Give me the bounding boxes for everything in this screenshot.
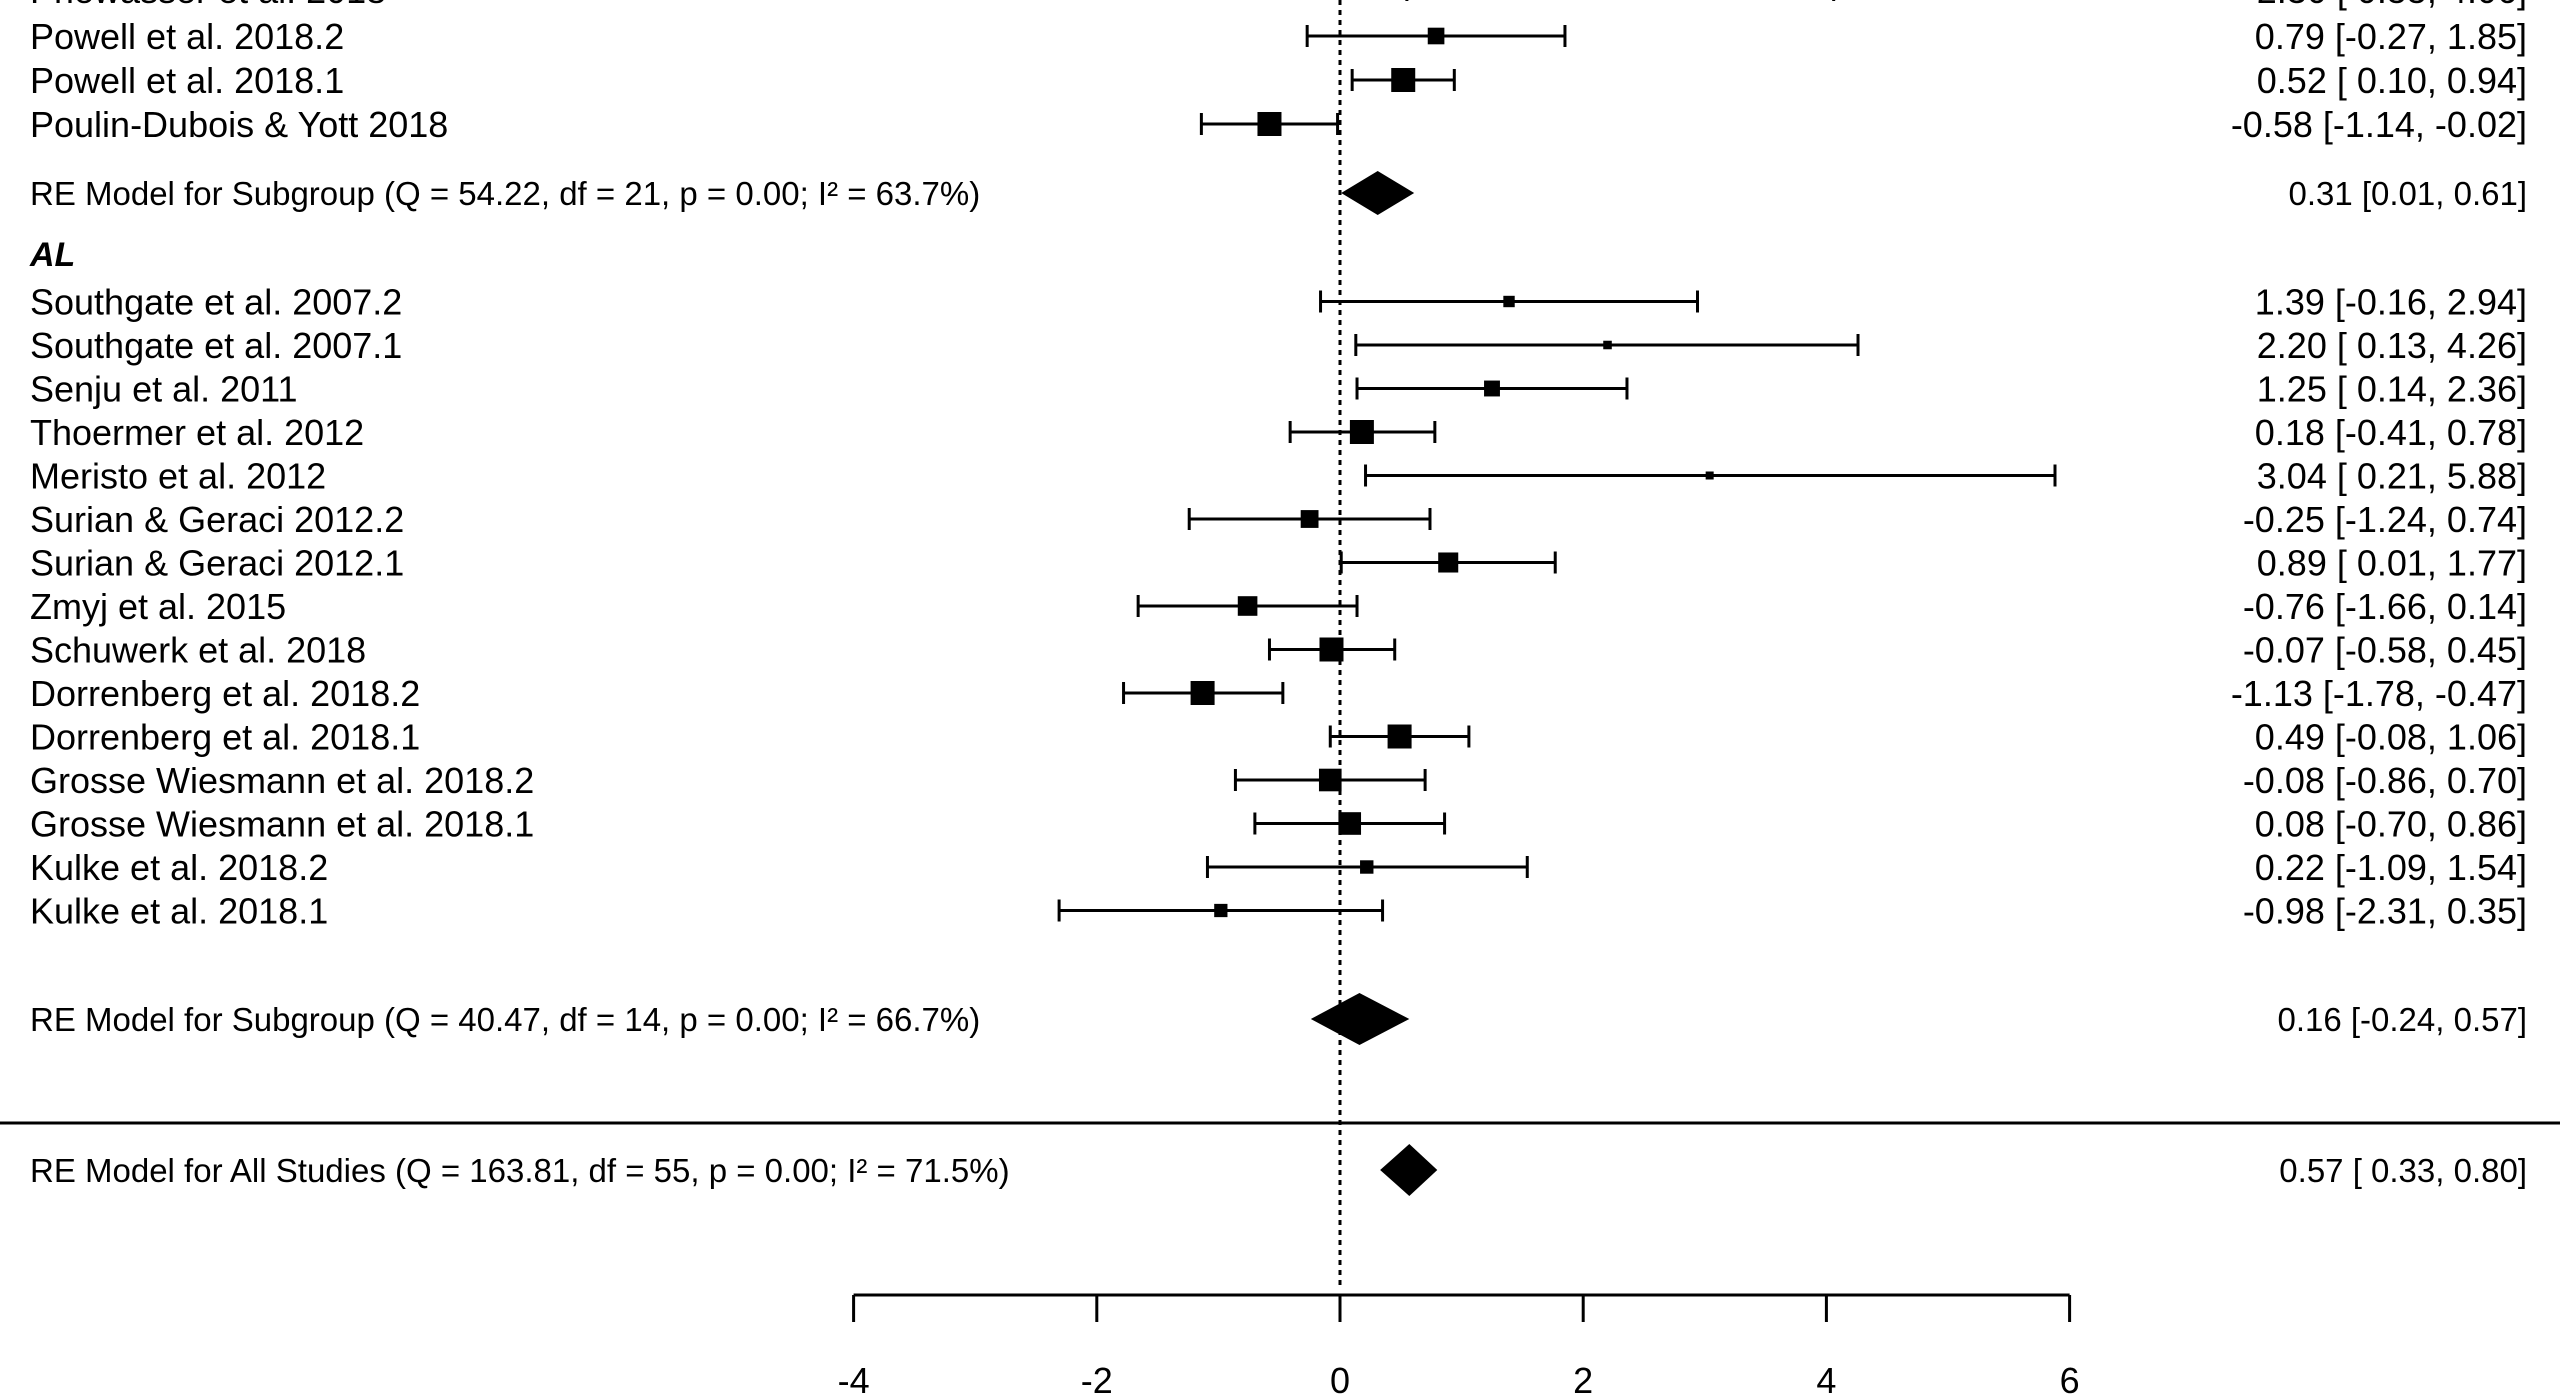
estimate-ci-value: 0.52 [ 0.10, 0.94] — [2257, 60, 2527, 101]
estimate-ci-value: 0.79 [-0.27, 1.85] — [2255, 16, 2527, 57]
x-tick-label: 6 — [2060, 1360, 2080, 1397]
study-label: Poulin-Dubois & Yott 2018 — [30, 104, 448, 145]
summary-label: RE Model for Subgroup (Q = 40.47, df = 1… — [30, 1001, 980, 1038]
summary-value: 0.57 [ 0.33, 0.80] — [2279, 1152, 2527, 1189]
estimate-ci-value: -0.07 [-0.58, 0.45] — [2243, 630, 2527, 671]
x-tick-label: 2 — [1573, 1360, 1593, 1397]
study-label: Kulke et al. 2018.2 — [30, 847, 328, 888]
estimate-ci-value: 0.08 [-0.70, 0.86] — [2255, 804, 2527, 845]
study-label: Dorrenberg et al. 2018.2 — [30, 673, 420, 714]
x-tick-label: -2 — [1081, 1360, 1113, 1397]
study-label: Dorrenberg et al. 2018.1 — [30, 717, 420, 758]
point-estimate — [1237, 596, 1258, 616]
point-estimate — [1427, 27, 1445, 45]
point-estimate — [1705, 471, 1714, 480]
summary-label: RE Model for Subgroup (Q = 54.22, df = 2… — [30, 175, 980, 212]
point-estimate — [1503, 295, 1515, 308]
estimate-ci-value: 1.39 [-0.16, 2.94] — [2255, 282, 2527, 323]
summary-value: 0.16 [-0.24, 0.57] — [2277, 1001, 2527, 1038]
estimate-ci-value: 2.20 [ 0.13, 4.26] — [2257, 325, 2527, 366]
point-estimate — [1338, 812, 1362, 835]
study-label: Powell et al. 2018.1 — [30, 60, 344, 101]
study-label: Surian & Geraci 2012.2 — [30, 499, 404, 540]
estimate-ci-value: -0.76 [-1.66, 0.14] — [2243, 586, 2527, 627]
point-estimate — [1438, 552, 1459, 573]
point-estimate — [1257, 112, 1282, 136]
point-estimate — [1214, 903, 1228, 918]
study-label: Grosse Wiesmann et al. 2018.1 — [30, 804, 534, 845]
summary-label: RE Model for All Studies (Q = 163.81, df… — [30, 1152, 1010, 1189]
summary-value: 0.31 [0.01, 0.61] — [2288, 175, 2527, 212]
study-label: Southgate et al. 2007.2 — [30, 282, 402, 323]
point-estimate — [1319, 637, 1344, 662]
chart-text: Priewasser et al. 2018 2.30 [ 0.55, 4.06]… — [29, 0, 2527, 1189]
x-axis: -4 -2 0 2 4 6 — [838, 1293, 2080, 1397]
x-tick-label: 4 — [1816, 1360, 1836, 1397]
point-estimate — [1391, 68, 1416, 92]
study-label: Zmyj et al. 2015 — [30, 586, 286, 627]
study-label: Priewasser et al. 2018 — [30, 0, 386, 11]
estimate-ci-value: 0.22 [-1.09, 1.54] — [2255, 847, 2527, 888]
study-label: Grosse Wiesmann et al. 2018.2 — [30, 760, 534, 801]
estimate-ci-value: -0.58 [-1.14, -0.02] — [2231, 104, 2527, 145]
estimate-ci-value: -0.98 [-2.31, 0.35] — [2243, 891, 2527, 932]
estimate-ci-value: 0.49 [-0.08, 1.06] — [2255, 717, 2527, 758]
point-estimate — [1300, 510, 1319, 528]
study-label: Thoermer et al. 2012 — [30, 412, 364, 453]
estimate-ci-value: 0.18 [-0.41, 0.78] — [2255, 412, 2527, 453]
point-estimate — [1360, 860, 1374, 874]
study-label: Powell et al. 2018.2 — [30, 16, 344, 57]
point-estimate — [1190, 681, 1215, 705]
estimate-ci-value: 2.30 [ 0.55, 4.06] — [2257, 0, 2527, 11]
study-label: Surian & Geraci 2012.1 — [30, 543, 404, 584]
point-estimate — [1318, 768, 1342, 792]
estimate-ci-value: 0.89 [ 0.01, 1.77] — [2257, 543, 2527, 584]
study-label: Southgate et al. 2007.1 — [30, 325, 402, 366]
estimate-ci-value: -0.08 [-0.86, 0.70] — [2243, 760, 2527, 801]
estimate-ci-value: 3.04 [ 0.21, 5.88] — [2257, 456, 2527, 497]
estimate-ci-value: 1.25 [ 0.14, 2.36] — [2257, 369, 2527, 410]
summary-diamond — [1380, 1144, 1438, 1196]
point-estimate — [1484, 380, 1500, 397]
estimate-ci-value: -1.13 [-1.78, -0.47] — [2231, 673, 2527, 714]
x-tick-label: -4 — [838, 1360, 870, 1397]
study-label: Senju et al. 2011 — [30, 369, 298, 410]
group-heading: AL — [29, 236, 75, 274]
point-estimate — [1387, 724, 1412, 749]
estimate-ci-value: -0.25 [-1.24, 0.74] — [2243, 499, 2527, 540]
summary-diamond — [1341, 171, 1415, 215]
study-label: Meristo et al. 2012 — [30, 456, 326, 497]
x-tick-label: 0 — [1330, 1360, 1350, 1397]
study-label: Schuwerk et al. 2018 — [30, 630, 366, 671]
study-label: Kulke et al. 2018.1 — [30, 891, 328, 932]
summary-diamond — [1310, 993, 1410, 1045]
point-estimate — [1603, 340, 1612, 350]
chart-marks — [1190, 27, 1714, 1196]
point-estimate — [1349, 420, 1374, 444]
